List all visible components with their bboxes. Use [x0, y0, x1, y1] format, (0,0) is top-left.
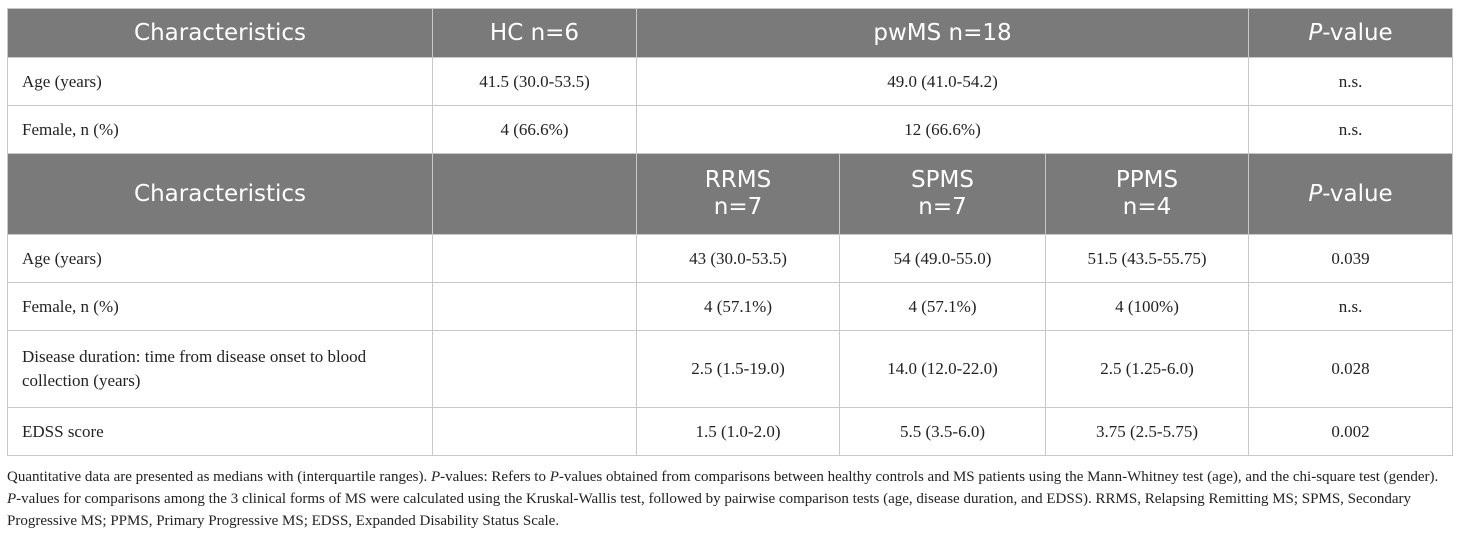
rrms-value: 2.5 (1.5-19.0) — [636, 330, 840, 408]
p-value: 0.039 — [1248, 234, 1454, 283]
table1-header-characteristics: Characteristics — [7, 8, 433, 58]
spms-value: 5.5 (3.5-6.0) — [839, 407, 1046, 456]
table2-header-spms: SPMS n=7 — [839, 153, 1046, 235]
table-row: EDSS score 1.5 (1.0-2.0) 5.5 (3.5-6.0) 3… — [7, 407, 1454, 456]
row-label: Age (years) — [7, 234, 433, 283]
table1-header-pwms: pwMS n=18 — [635, 8, 1250, 58]
p-value: 0.002 — [1248, 407, 1454, 456]
spms-value: 54 (49.0-55.0) — [839, 234, 1046, 283]
table2-header-pvalue: P-value — [1248, 153, 1454, 235]
row-label: Age (years) — [7, 57, 433, 106]
spms-value: 14.0 (12.0-22.0) — [839, 330, 1046, 408]
rrms-value: 4 (57.1%) — [636, 282, 840, 331]
ppms-value: 4 (100%) — [1044, 282, 1250, 331]
table-footnote: Quantitative data are presented as media… — [7, 469, 1439, 529]
row-label: Disease duration: time from disease onse… — [7, 330, 433, 408]
p-value: n.s. — [1248, 57, 1454, 106]
empty-cell — [432, 330, 637, 408]
p-value: n.s. — [1248, 105, 1454, 154]
pwms-value: 12 (66.6%) — [635, 105, 1250, 154]
table-row: Disease duration: time from disease onse… — [7, 330, 1454, 408]
characteristics-table: Characteristics HC n=6 pwMS n=18 P-value… — [7, 8, 1454, 456]
table1-header-pvalue: P-value — [1248, 8, 1454, 58]
hc-value: 41.5 (30.0-53.5) — [432, 57, 637, 106]
p-value: n.s. — [1248, 282, 1454, 331]
table-row: Female, n (%) 4 (66.6%) 12 (66.6%) n.s. — [7, 105, 1454, 154]
table2-header-characteristics: Characteristics — [7, 153, 433, 235]
table2-header-row: Characteristics RRMS n=7 SPMS n=7 PPMS n=4 … — [7, 153, 1454, 235]
empty-cell — [432, 407, 637, 456]
empty-cell — [432, 282, 637, 331]
ppms-value: 51.5 (43.5-55.75) — [1044, 234, 1250, 283]
hc-value: 4 (66.6%) — [432, 105, 637, 154]
table2-header-empty — [432, 153, 637, 235]
p-value: 0.028 — [1248, 330, 1454, 408]
table1-header-hc: HC n=6 — [432, 8, 637, 58]
table-row: Female, n (%) 4 (57.1%) 4 (57.1%) 4 (100… — [7, 282, 1454, 331]
table1-header-row: Characteristics HC n=6 pwMS n=18 P-value — [7, 8, 1454, 58]
rrms-value: 43 (30.0-53.5) — [636, 234, 840, 283]
row-label: Female, n (%) — [7, 105, 433, 154]
empty-cell — [432, 234, 637, 283]
table2-header-ppms: PPMS n=4 — [1044, 153, 1250, 235]
row-label: EDSS score — [7, 407, 433, 456]
ppms-value: 2.5 (1.25-6.0) — [1044, 330, 1250, 408]
rrms-value: 1.5 (1.0-2.0) — [636, 407, 840, 456]
row-label: Female, n (%) — [7, 282, 433, 331]
pwms-value: 49.0 (41.0-54.2) — [635, 57, 1250, 106]
ppms-value: 3.75 (2.5-5.75) — [1044, 407, 1250, 456]
table-row: Age (years) 41.5 (30.0-53.5) 49.0 (41.0-… — [7, 57, 1454, 106]
table2-header-rrms: RRMS n=7 — [636, 153, 840, 235]
table-row: Age (years) 43 (30.0-53.5) 54 (49.0-55.0… — [7, 234, 1454, 283]
spms-value: 4 (57.1%) — [839, 282, 1046, 331]
